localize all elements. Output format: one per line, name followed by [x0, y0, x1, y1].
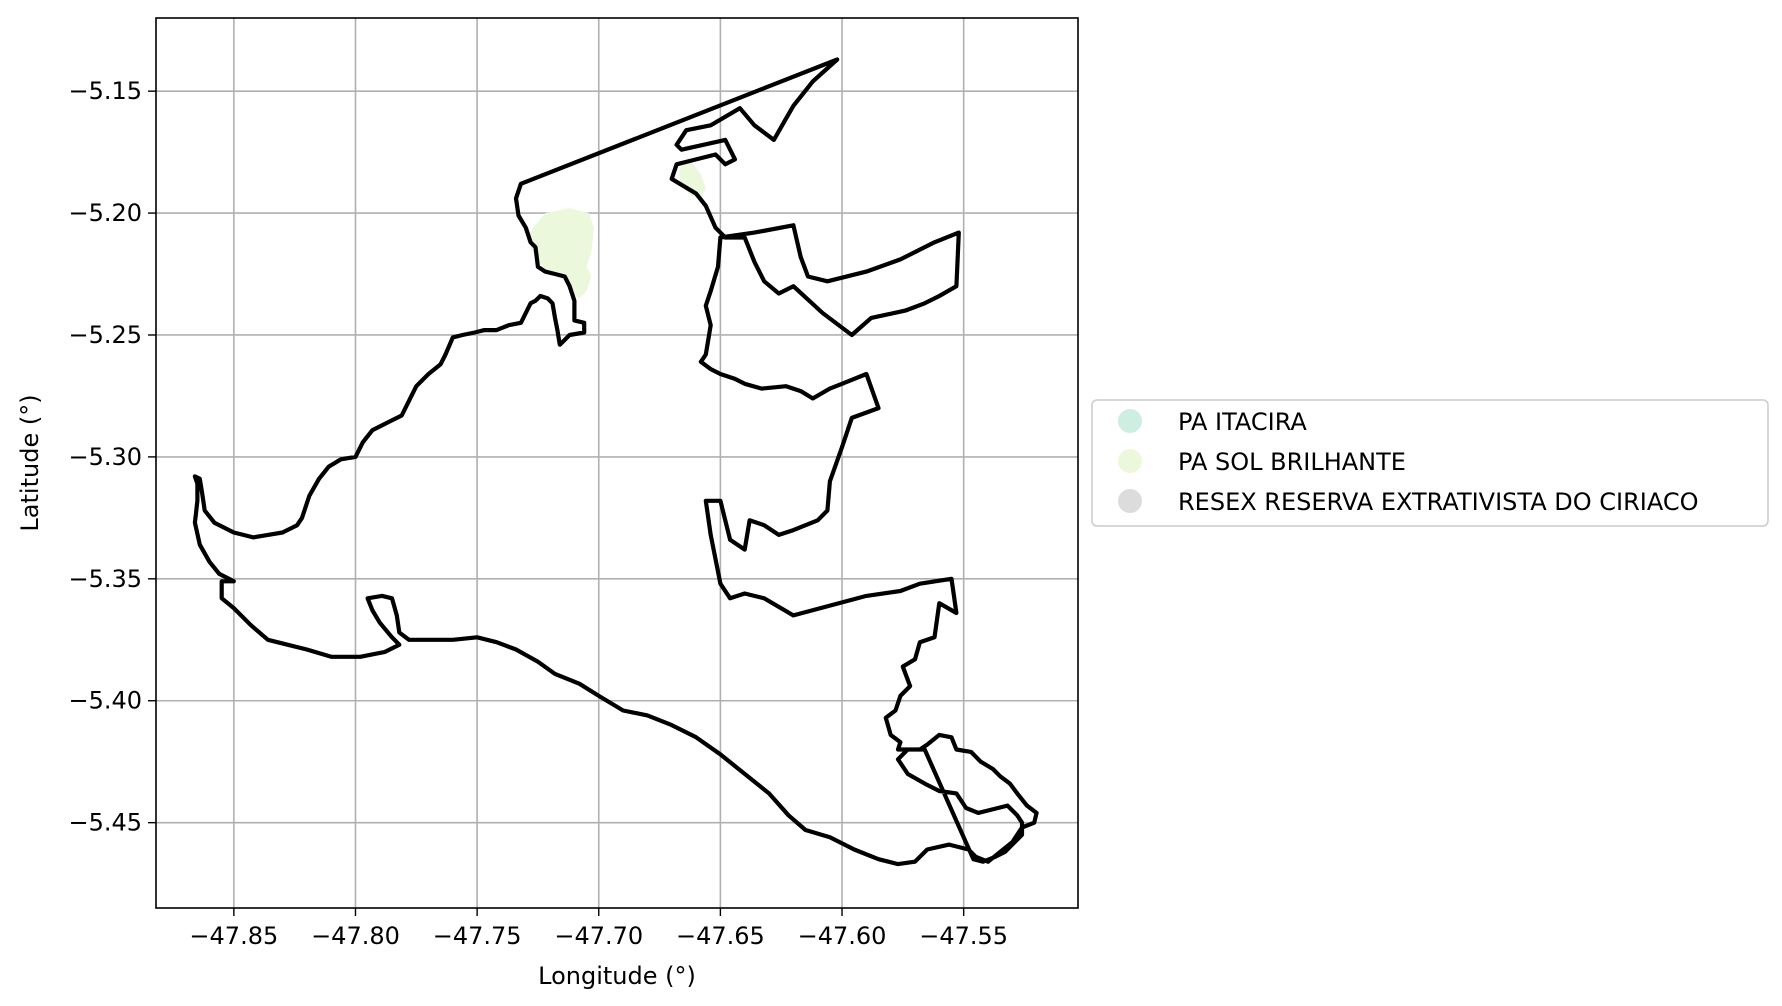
x-axis-ticks: −47.85 −47.80 −47.75 −47.70 −47.65 −47.60 −47.… [189, 908, 1008, 950]
legend-marker [1118, 449, 1142, 473]
y-tick-label: −5.40 [68, 687, 142, 715]
legend-label: PA ITACIRA [1178, 408, 1307, 436]
plot-area [156, 18, 1078, 908]
x-tick-label: −47.85 [189, 922, 278, 950]
legend-marker [1118, 409, 1142, 433]
boundary-outlines [192, 57, 1039, 867]
x-tick-label: −47.75 [433, 922, 522, 950]
area-sol-brilhante-0 [530, 208, 594, 299]
y-tick-label: −5.25 [68, 321, 142, 349]
y-tick-label: −5.45 [68, 809, 142, 837]
y-axis-ticks: −5.15 −5.20 −5.25 −5.30 −5.35 −5.40 −5.45 [68, 77, 156, 837]
x-tick-label: −47.60 [798, 922, 887, 950]
y-axis-label: Latitude (°) [16, 394, 44, 531]
x-tick-label: −47.80 [311, 922, 400, 950]
y-tick-label: −5.30 [68, 443, 142, 471]
plot-frame [155, 17, 1079, 909]
legend: PA ITACIRA PA SOL BRILHANTE RESEX RESERVA … [1091, 399, 1769, 527]
resex-boundary [192, 57, 1039, 867]
legend-label: RESEX RESERVA EXTRATIVISTA DO CIRIACO [1178, 488, 1699, 516]
legend-box [1091, 399, 1769, 527]
x-axis-label: Longitude (°) [538, 962, 696, 990]
x-tick-label: −47.70 [554, 922, 643, 950]
y-tick-label: −5.35 [68, 565, 142, 593]
x-tick-label: −47.55 [919, 922, 1008, 950]
legend-label: PA SOL BRILHANTE [1178, 448, 1406, 476]
x-tick-label: −47.65 [676, 922, 765, 950]
legend-marker [1118, 489, 1142, 513]
grid-lines [156, 18, 1078, 908]
y-tick-label: −5.15 [68, 77, 142, 105]
y-tick-label: −5.20 [68, 199, 142, 227]
